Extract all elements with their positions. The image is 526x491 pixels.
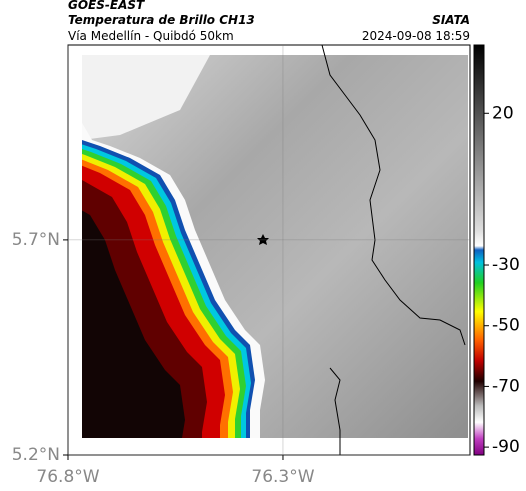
city-marker <box>257 234 269 245</box>
datetime: 2024-09-08 18:59 <box>362 29 470 43</box>
colorbar-label: 20 <box>492 103 514 123</box>
subtitle: Vía Medellín - Quibdó 50km <box>68 29 234 43</box>
colorbar-label: -50 <box>492 316 520 336</box>
colorbar-label: -70 <box>492 376 520 396</box>
y-tick-label: 5.2°N <box>12 445 60 465</box>
colorbar-label: -30 <box>492 255 520 275</box>
border <box>329 367 341 455</box>
satellite: GOES-EAST <box>68 0 145 12</box>
title: Temperatura de Brillo CH13 <box>68 13 255 27</box>
colorbar-label: -90 <box>492 437 520 457</box>
satellite-image <box>82 55 468 438</box>
y-tick-label: 5.7°N <box>12 230 60 250</box>
x-tick-label: 76.8°W <box>36 467 99 487</box>
colorbar <box>473 44 485 456</box>
x-tick-label: 76.3°W <box>251 467 314 487</box>
source: SIATA <box>432 13 470 27</box>
